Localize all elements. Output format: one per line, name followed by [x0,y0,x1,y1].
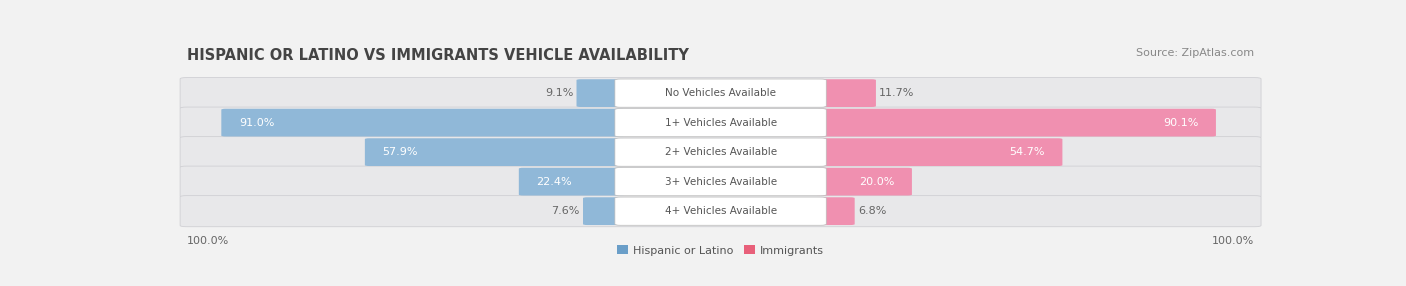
Text: 9.1%: 9.1% [546,88,574,98]
FancyBboxPatch shape [180,107,1261,138]
Legend: Hispanic or Latino, Immigrants: Hispanic or Latino, Immigrants [613,241,828,260]
FancyBboxPatch shape [180,196,1261,227]
Text: 3+ Vehicles Available: 3+ Vehicles Available [665,177,776,187]
FancyBboxPatch shape [817,138,1063,166]
Text: 11.7%: 11.7% [879,88,914,98]
Text: HISPANIC OR LATINO VS IMMIGRANTS VEHICLE AVAILABILITY: HISPANIC OR LATINO VS IMMIGRANTS VEHICLE… [187,47,689,63]
Text: 22.4%: 22.4% [536,177,572,187]
Text: 57.9%: 57.9% [382,147,418,157]
Text: 1+ Vehicles Available: 1+ Vehicles Available [665,118,776,128]
Text: 100.0%: 100.0% [187,236,229,246]
Text: 20.0%: 20.0% [859,177,894,187]
FancyBboxPatch shape [614,168,827,196]
Text: 91.0%: 91.0% [239,118,274,128]
FancyBboxPatch shape [180,166,1261,197]
FancyBboxPatch shape [817,197,855,225]
Text: 2+ Vehicles Available: 2+ Vehicles Available [665,147,776,157]
FancyBboxPatch shape [817,79,876,107]
FancyBboxPatch shape [576,79,624,107]
Text: No Vehicles Available: No Vehicles Available [665,88,776,98]
FancyBboxPatch shape [614,108,827,137]
FancyBboxPatch shape [180,78,1261,109]
FancyBboxPatch shape [180,137,1261,168]
FancyBboxPatch shape [817,168,912,196]
FancyBboxPatch shape [221,109,624,136]
Text: 90.1%: 90.1% [1163,118,1198,128]
Text: 7.6%: 7.6% [551,206,579,216]
FancyBboxPatch shape [614,79,827,107]
FancyBboxPatch shape [519,168,624,196]
FancyBboxPatch shape [583,197,624,225]
Text: 100.0%: 100.0% [1212,236,1254,246]
FancyBboxPatch shape [817,109,1216,136]
FancyBboxPatch shape [614,138,827,166]
Text: Source: ZipAtlas.com: Source: ZipAtlas.com [1136,47,1254,57]
FancyBboxPatch shape [366,138,624,166]
Text: 54.7%: 54.7% [1010,147,1045,157]
FancyBboxPatch shape [614,197,827,225]
Text: 4+ Vehicles Available: 4+ Vehicles Available [665,206,776,216]
Text: 6.8%: 6.8% [858,206,886,216]
